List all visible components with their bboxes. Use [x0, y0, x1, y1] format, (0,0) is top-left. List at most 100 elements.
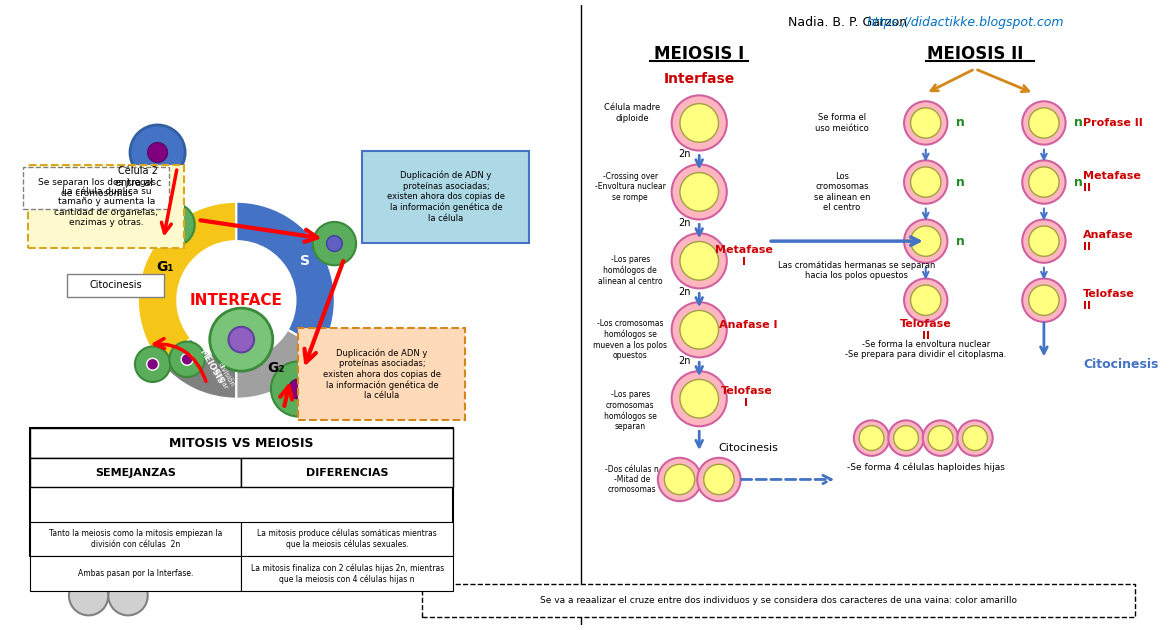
Text: Las cromátidas hermanas se separan
hacia los polos opuestos: Las cromátidas hermanas se separan hacia…	[778, 261, 936, 280]
Text: Metafase
I: Metafase I	[714, 245, 773, 266]
Ellipse shape	[680, 104, 719, 142]
Text: Interfase: Interfase	[664, 72, 735, 86]
Circle shape	[228, 327, 254, 352]
Circle shape	[151, 203, 194, 246]
Circle shape	[135, 346, 170, 382]
Text: MEIOSIS II: MEIOSIS II	[926, 45, 1023, 63]
Ellipse shape	[854, 420, 889, 456]
Text: Anafase I: Anafase I	[719, 320, 778, 330]
Ellipse shape	[704, 464, 734, 495]
Ellipse shape	[672, 95, 727, 151]
Ellipse shape	[904, 161, 947, 203]
Ellipse shape	[889, 420, 924, 456]
Circle shape	[170, 341, 205, 377]
Ellipse shape	[911, 167, 940, 197]
Text: SEMEJANZAS: SEMEJANZAS	[95, 467, 176, 478]
Ellipse shape	[680, 241, 719, 280]
FancyBboxPatch shape	[299, 328, 465, 420]
Text: MEIOSIS: MEIOSIS	[198, 348, 225, 386]
Text: MEIOSIS I: MEIOSIS I	[655, 45, 745, 63]
Text: n: n	[956, 117, 965, 129]
Ellipse shape	[1029, 285, 1059, 316]
Ellipse shape	[1029, 108, 1059, 138]
Text: Célula 2
entra al c: Célula 2 entra al c	[115, 166, 162, 188]
Ellipse shape	[929, 426, 953, 450]
Text: DIFERENCIAS: DIFERENCIAS	[306, 467, 389, 478]
Circle shape	[69, 576, 109, 616]
Circle shape	[182, 353, 193, 365]
Ellipse shape	[680, 311, 719, 349]
Text: S: S	[300, 254, 309, 268]
Bar	[241, 522, 453, 556]
Text: división
cellular: división cellular	[211, 362, 235, 391]
Ellipse shape	[893, 426, 918, 450]
Wedge shape	[237, 329, 322, 399]
Text: Célula madre
diploide: Célula madre diploide	[604, 103, 660, 123]
Wedge shape	[237, 202, 335, 350]
Circle shape	[313, 222, 356, 265]
FancyBboxPatch shape	[422, 584, 1135, 617]
Circle shape	[148, 142, 167, 163]
FancyBboxPatch shape	[67, 273, 164, 297]
Ellipse shape	[664, 464, 694, 495]
Ellipse shape	[658, 458, 701, 501]
Text: La mitosis finaliza con 2 células hijas 2n, mientras
que la meiosis con 4 célula: La mitosis finaliza con 2 células hijas …	[251, 563, 444, 584]
Text: n: n	[1074, 117, 1083, 129]
Text: n: n	[956, 176, 965, 188]
Ellipse shape	[1022, 161, 1066, 203]
Text: Se separan los dos juegos
de cromosomas: Se separan los dos juegos de cromosomas	[37, 178, 156, 198]
Ellipse shape	[672, 371, 727, 427]
Ellipse shape	[860, 426, 884, 450]
Ellipse shape	[963, 426, 987, 450]
Ellipse shape	[672, 302, 727, 357]
Text: -Se forma la envoltura nuclear
-Se prepara para dividir el citoplasma.: -Se forma la envoltura nuclear -Se prepa…	[845, 340, 1006, 359]
Circle shape	[210, 308, 273, 371]
Text: Los
cromosomas
se alinean en
el centro: Los cromosomas se alinean en el centro	[814, 172, 870, 212]
Circle shape	[130, 125, 185, 180]
Circle shape	[109, 576, 148, 616]
Text: -Los pares
homólogos de
alinean al centro: -Los pares homólogos de alinean al centr…	[598, 256, 663, 286]
Ellipse shape	[957, 420, 993, 456]
Wedge shape	[138, 202, 237, 364]
Text: La célula duplica su
tamaño y aumenta la
cantidad de organelas,
enzimas y otras.: La célula duplica su tamaño y aumenta la…	[54, 186, 158, 227]
Text: 2n: 2n	[678, 149, 691, 159]
Ellipse shape	[1029, 167, 1059, 197]
Ellipse shape	[904, 219, 947, 263]
FancyBboxPatch shape	[28, 165, 184, 248]
Ellipse shape	[923, 420, 958, 456]
Text: Citocinesis: Citocinesis	[719, 443, 779, 453]
FancyBboxPatch shape	[22, 168, 170, 209]
Bar	[29, 458, 241, 488]
Circle shape	[271, 362, 326, 416]
Ellipse shape	[904, 278, 947, 322]
Ellipse shape	[1022, 219, 1066, 263]
Text: MITOSIS VS MEIOSIS: MITOSIS VS MEIOSIS	[169, 437, 314, 450]
Ellipse shape	[904, 101, 947, 145]
Ellipse shape	[680, 173, 719, 211]
Text: Telofase
II: Telofase II	[1083, 289, 1135, 311]
Text: -Crossing over
-Envoltura nuclear
se rompe: -Crossing over -Envoltura nuclear se rom…	[595, 172, 666, 202]
Ellipse shape	[1022, 278, 1066, 322]
Ellipse shape	[680, 379, 719, 418]
Text: -Los cromosomas
homólogos se
mueven a los polos
opuestos: -Los cromosomas homólogos se mueven a lo…	[594, 319, 667, 360]
Text: -Se forma 4 células haploides hijas: -Se forma 4 células haploides hijas	[847, 463, 1005, 472]
Text: 2n: 2n	[678, 287, 691, 297]
Bar	[241, 458, 453, 488]
Text: Se va a reaalizar el cruze entre dos individuos y se considera dos caracteres de: Se va a reaalizar el cruze entre dos ind…	[540, 596, 1016, 605]
Text: Citocinesis: Citocinesis	[90, 280, 143, 290]
Text: G₁: G₁	[156, 260, 173, 274]
Text: 2n: 2n	[678, 219, 691, 229]
Ellipse shape	[697, 458, 740, 501]
Ellipse shape	[911, 285, 940, 316]
Text: Tanto la meiosis como la mitosis empiezan la
división con células  2n: Tanto la meiosis como la mitosis empieza…	[49, 529, 222, 549]
Bar	[29, 556, 241, 591]
Text: Se forma el
uso meiótico: Se forma el uso meiótico	[815, 113, 869, 133]
Text: Telofase
I: Telofase I	[720, 386, 773, 408]
Ellipse shape	[672, 164, 727, 219]
Text: Metafase
II: Metafase II	[1083, 171, 1142, 193]
Text: -Los pares
cromosomas
homólogos se
separan: -Los pares cromosomas homólogos se separ…	[604, 390, 657, 431]
Circle shape	[165, 217, 182, 232]
Ellipse shape	[672, 233, 727, 289]
Ellipse shape	[911, 108, 940, 138]
Bar	[29, 522, 241, 556]
